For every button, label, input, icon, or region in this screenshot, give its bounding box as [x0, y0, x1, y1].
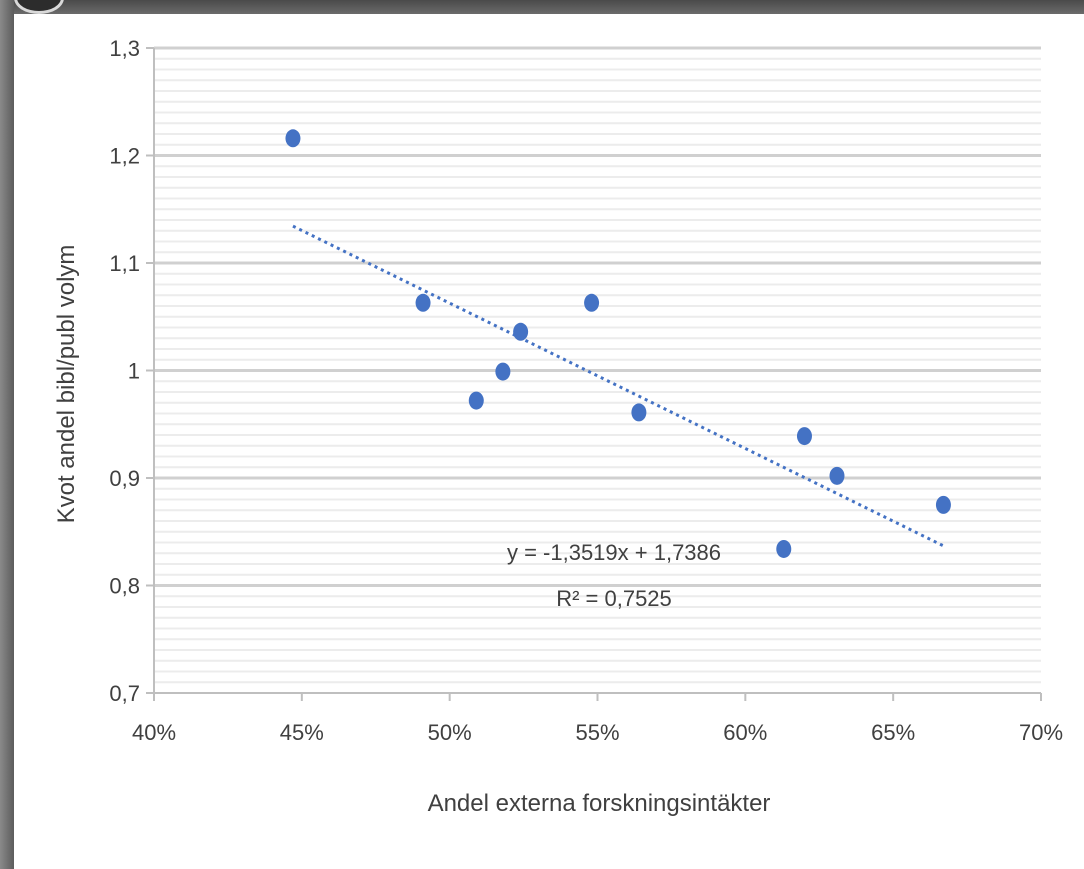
x-tick-labels: 40% 45% 50% 55% 60% 65% 70% — [132, 720, 1063, 745]
y-tick-labels: 0,7 0,8 0,9 1 1,1 1,2 1,3 — [109, 36, 140, 706]
minor-gridlines — [154, 57, 1041, 684]
chart-panel: 0,7 0,8 0,9 1 1,1 1,2 1,3 40% 45% 50% 55% 60% 65% 70… — [14, 14, 1084, 869]
data-point — [776, 539, 792, 558]
data-point — [796, 427, 812, 446]
trendline — [292, 224, 945, 548]
data-point — [468, 391, 484, 410]
data-point — [829, 466, 845, 485]
y-tick-label: 0,9 — [109, 466, 140, 491]
x-tick-label: 45% — [280, 720, 324, 745]
window-frame-top — [0, 0, 1084, 14]
x-tick-label: 70% — [1019, 720, 1063, 745]
x-tick-label: 40% — [132, 720, 176, 745]
x-tick-label: 55% — [575, 720, 619, 745]
data-point — [285, 129, 301, 148]
y-tick-label: 0,7 — [109, 681, 140, 706]
scatter-chart: 0,7 0,8 0,9 1 1,1 1,2 1,3 40% 45% 50% 55% 60% 65% 70… — [53, 36, 1063, 817]
data-point — [631, 403, 647, 422]
data-point — [415, 293, 431, 312]
y-tick-label: 1,2 — [109, 144, 140, 169]
x-axis-title: Andel externa forskningsintäkter — [428, 790, 771, 817]
y-axis-title: Kvot andel bibl/publ volym — [53, 245, 80, 524]
trendline-equation-label: y = -1,3519x + 1,7386 — [507, 540, 721, 565]
x-tick-label: 65% — [871, 720, 915, 745]
x-tick-label: 50% — [428, 720, 472, 745]
window-frame-left — [0, 0, 14, 869]
data-points — [285, 129, 951, 558]
major-gridlines — [154, 46, 1041, 587]
data-point — [935, 495, 951, 514]
x-tick-label: 60% — [723, 720, 767, 745]
trendline-group — [292, 224, 945, 548]
r-squared-label: R² = 0,7525 — [556, 586, 672, 611]
data-point — [513, 322, 529, 341]
data-point — [584, 293, 600, 312]
y-tick-label: 1,1 — [109, 251, 140, 276]
data-point — [495, 362, 511, 381]
y-tick-label: 0,8 — [109, 574, 140, 599]
y-tick-label: 1,3 — [109, 36, 140, 61]
y-tick-label: 1 — [128, 359, 140, 384]
axes — [146, 47, 1042, 701]
